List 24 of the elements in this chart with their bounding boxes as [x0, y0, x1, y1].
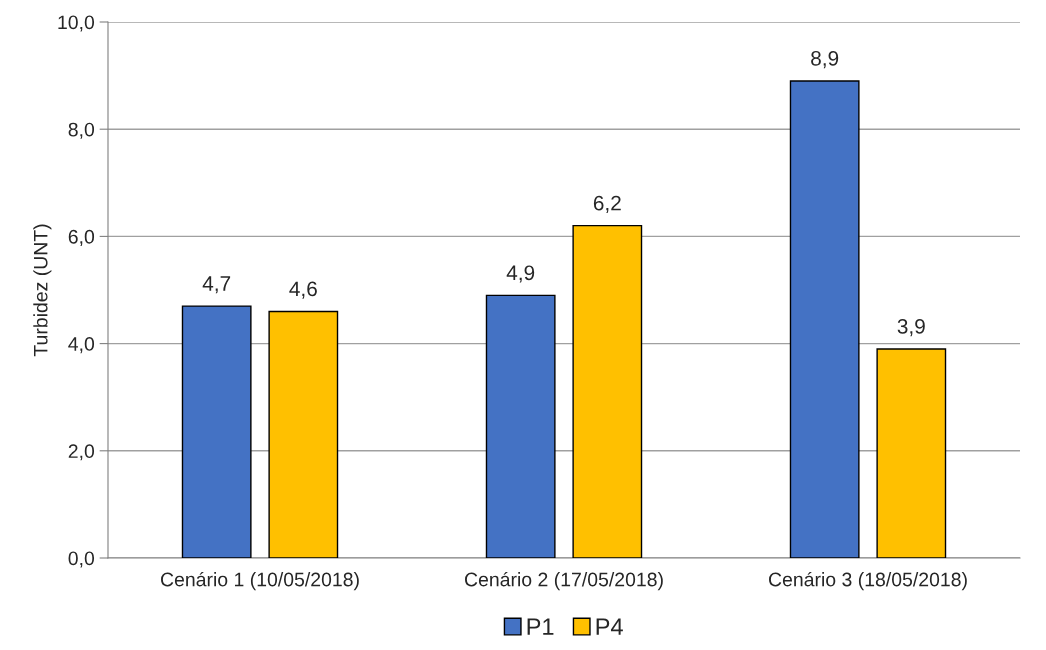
- x-tick-label: Cenário 1 (10/05/2018): [161, 571, 359, 591]
- data-label: 4,9: [506, 265, 535, 283]
- bar: [268, 310, 339, 558]
- legend-label: P4: [596, 618, 623, 635]
- x-tick-label: Cenário 2 (17/05/2018): [465, 571, 663, 591]
- y-axis-title: Turbidez (UNT): [33, 224, 52, 357]
- y-tick-label: 8,0: [68, 122, 95, 139]
- y-tick-label: 6,0: [68, 229, 95, 246]
- y-tick-label: 0,0: [68, 551, 95, 568]
- data-label: 3,9: [897, 318, 925, 337]
- y-tick-label: 10,0: [58, 15, 95, 32]
- bar: [572, 224, 643, 558]
- bar: [181, 305, 252, 558]
- data-label: 8,9: [811, 50, 839, 69]
- bar: [485, 294, 556, 558]
- data-label: 4,7: [202, 276, 231, 294]
- y-tick-label: 4,0: [68, 337, 95, 354]
- bar: [876, 348, 947, 558]
- x-tick-label: Cenário 3 (18/05/2018): [769, 571, 967, 591]
- bar: [789, 80, 860, 558]
- data-label: 4,6: [289, 281, 317, 299]
- y-tick-label: 2,0: [68, 444, 95, 461]
- data-label: 6,2: [593, 195, 621, 213]
- legend-label: P1: [527, 618, 554, 635]
